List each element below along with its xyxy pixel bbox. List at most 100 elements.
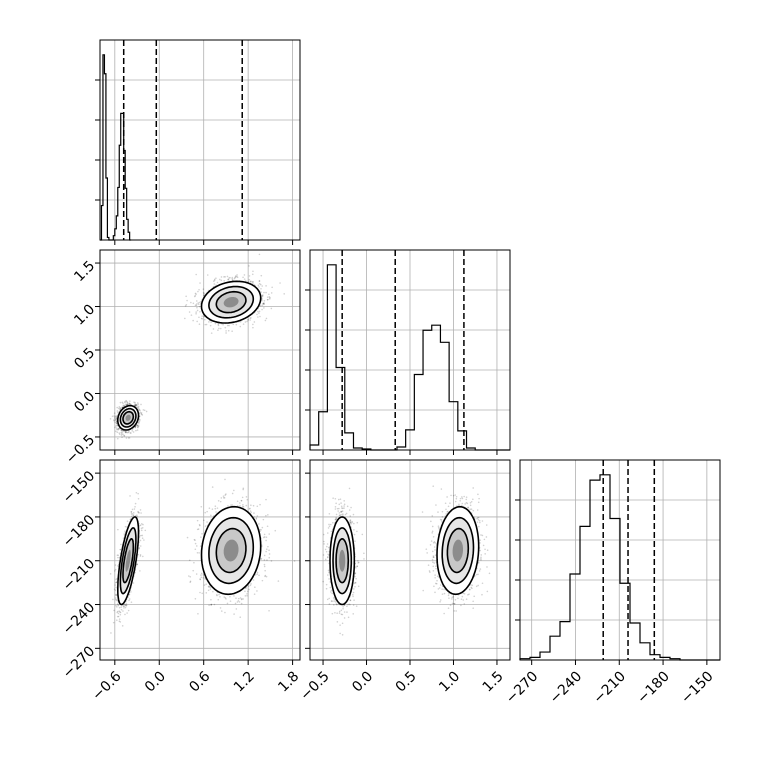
scatter-point xyxy=(266,525,269,528)
scatter-point xyxy=(136,402,139,404)
scatter-point xyxy=(219,327,222,330)
scatter-point xyxy=(268,556,271,559)
scatter-point xyxy=(136,514,138,517)
scatter-point xyxy=(248,278,251,281)
scatter-point xyxy=(142,409,145,411)
scatter-point xyxy=(130,515,133,518)
scatter-point xyxy=(110,632,112,634)
scatter-point xyxy=(124,431,127,433)
scatter-point xyxy=(198,288,200,291)
scatter-point xyxy=(136,563,138,566)
scatter-point xyxy=(224,276,226,278)
scatter-point xyxy=(263,559,266,561)
scatter-point xyxy=(137,405,140,408)
scatter-point xyxy=(114,598,117,601)
scatter-point xyxy=(116,437,119,440)
scatter-point xyxy=(124,401,127,403)
scatter-point xyxy=(135,404,138,407)
scatter-point xyxy=(262,294,264,296)
scatter-point xyxy=(116,615,119,618)
scatter-point xyxy=(122,537,125,540)
scatter-point xyxy=(126,403,129,406)
scatter-point xyxy=(115,581,118,584)
scatter-point xyxy=(135,491,138,494)
scatter-point xyxy=(113,415,115,417)
scatter-point xyxy=(113,419,115,422)
scatter-point xyxy=(116,431,119,433)
hist-panel-1 xyxy=(305,249,511,455)
scatter-point xyxy=(122,402,124,405)
scatter-point xyxy=(215,277,217,279)
scatter-point xyxy=(192,302,195,305)
scatter-point xyxy=(198,305,201,308)
scatter-point xyxy=(117,556,119,559)
scatter-point xyxy=(125,430,127,433)
scatter-point xyxy=(267,545,269,548)
scatter-point xyxy=(208,321,210,323)
scatter-point xyxy=(227,505,229,507)
scatter-point xyxy=(266,298,269,301)
scatter-point xyxy=(126,401,129,404)
scatter-point xyxy=(114,415,117,417)
scatter-point xyxy=(125,431,127,434)
scatter-point xyxy=(129,403,131,405)
scatter-point xyxy=(123,430,126,433)
scatter-point xyxy=(242,488,244,491)
hist-panel-2 xyxy=(515,459,721,665)
scatter-point xyxy=(123,607,125,609)
scatter-point xyxy=(258,312,260,314)
scatter-point xyxy=(199,310,201,313)
scatter-point xyxy=(122,605,125,608)
scatter-point xyxy=(196,303,198,305)
scatter-point xyxy=(138,524,141,527)
scatter-point xyxy=(260,287,262,290)
scatter-point xyxy=(137,497,140,500)
density-panel-2-0 xyxy=(95,459,301,665)
scatter-point xyxy=(144,529,147,532)
scatter-point xyxy=(134,404,136,407)
scatter-point xyxy=(217,329,219,331)
scatter-point xyxy=(195,304,198,307)
scatter-point xyxy=(194,542,197,545)
scatter-point xyxy=(220,497,223,499)
scatter-point xyxy=(134,426,137,429)
scatter-point xyxy=(120,608,123,611)
scatter-point xyxy=(137,510,139,513)
scatter-point xyxy=(198,323,201,326)
panel-frame xyxy=(99,39,301,241)
scatter-point xyxy=(116,610,119,613)
scatter-point xyxy=(143,409,146,412)
scatter-point xyxy=(137,492,139,495)
scatter-point xyxy=(250,317,252,319)
scatter-point xyxy=(249,280,252,283)
scatter-point xyxy=(129,495,131,497)
scatter-point xyxy=(184,305,187,307)
scatter-point xyxy=(139,409,141,412)
scatter-point xyxy=(124,525,127,528)
scatter-point xyxy=(258,280,261,282)
scatter-point xyxy=(261,295,264,298)
scatter-point xyxy=(115,578,117,581)
scatter-point xyxy=(114,597,117,599)
scatter-point xyxy=(203,315,205,318)
scatter-point xyxy=(123,435,126,437)
scatter-point xyxy=(210,603,213,606)
scatter-point xyxy=(140,512,142,514)
scatter-point xyxy=(121,625,124,627)
scatter-point xyxy=(219,278,221,281)
scatter-point xyxy=(116,406,119,409)
scatter-point xyxy=(115,427,118,429)
scatter-point xyxy=(118,405,121,408)
scatter-point xyxy=(270,307,273,310)
scatter-point xyxy=(216,594,218,597)
scatter-point xyxy=(263,299,266,302)
scatter-point xyxy=(140,529,143,532)
scatter-point xyxy=(257,284,260,287)
scatter-point xyxy=(128,402,131,405)
scatter-point xyxy=(125,400,128,403)
scatter-point xyxy=(114,419,117,421)
scatter-point xyxy=(116,606,118,608)
scatter-point xyxy=(220,276,223,278)
scatter-point xyxy=(117,428,119,430)
scatter-point xyxy=(116,611,118,614)
